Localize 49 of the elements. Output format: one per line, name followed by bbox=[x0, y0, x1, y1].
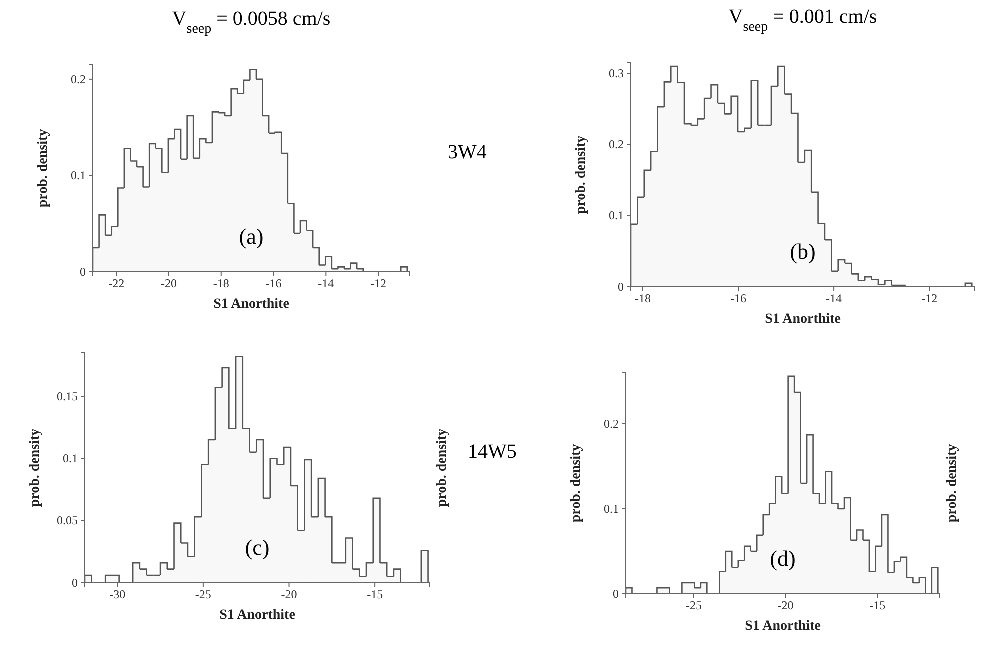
annotation: (d) bbox=[770, 546, 796, 571]
y2-axis-title: prob. density bbox=[945, 444, 960, 523]
x-tick-label: -16 bbox=[266, 276, 282, 291]
text: 14W5 bbox=[468, 441, 517, 463]
x-tick-label: -18 bbox=[634, 292, 651, 306]
y-tick-label: 0 bbox=[80, 264, 86, 279]
x-tick-label: -20 bbox=[281, 588, 298, 602]
y-axis-title: prob. density bbox=[569, 444, 584, 523]
x-tick-label: -20 bbox=[778, 598, 794, 613]
x-axis-title: S1 Anorthite bbox=[745, 619, 821, 634]
y-axis-title: prob. density bbox=[36, 129, 51, 208]
y-tick-label: 0.05 bbox=[57, 514, 78, 528]
x-tick-label: -15 bbox=[870, 598, 886, 613]
annotation: (c) bbox=[245, 535, 270, 560]
x-tick-label: -25 bbox=[686, 598, 702, 613]
x-tick-label: -18 bbox=[213, 276, 230, 291]
x-tick-label: -14 bbox=[318, 276, 334, 291]
x-tick-label: -20 bbox=[160, 276, 177, 291]
x-tick-label: -15 bbox=[367, 588, 384, 602]
x-tick-label: -22 bbox=[108, 276, 125, 291]
x-tick-label: -12 bbox=[922, 292, 938, 306]
y-tick-label: 0 bbox=[72, 576, 78, 590]
y-tick-label: 0.3 bbox=[609, 66, 624, 81]
x-axis-title: S1 Anorthite bbox=[220, 608, 296, 623]
x-tick-label: -30 bbox=[110, 588, 126, 602]
y-tick-label: 0.1 bbox=[71, 168, 86, 183]
x-tick-label: -16 bbox=[730, 292, 746, 306]
chart-title: V$_{seep}$ = 0.001 cm/s bbox=[728, 6, 878, 34]
y-tick-label: 0.1 bbox=[609, 208, 624, 223]
y2-axis-title: prob. density bbox=[435, 428, 450, 508]
annotation: (b) bbox=[790, 239, 816, 264]
y-tick-label: 0.15 bbox=[57, 389, 78, 404]
y-tick-label: 0.2 bbox=[604, 416, 619, 431]
x-axis-title: S1 Anorthite bbox=[214, 297, 290, 312]
x-tick-label: -12 bbox=[370, 276, 387, 291]
x-tick-label: -14 bbox=[826, 292, 842, 306]
y-tick-label: 0.1 bbox=[604, 502, 619, 516]
y-tick-label: 0.1 bbox=[63, 452, 78, 466]
y-tick-label: 0.2 bbox=[71, 72, 86, 86]
y-axis-title: prob. density bbox=[574, 136, 589, 214]
y-tick-label: 0.2 bbox=[609, 138, 624, 152]
annotation: (a) bbox=[239, 224, 264, 249]
x-axis-title: S1 Anorthite bbox=[765, 312, 841, 327]
x-tick-label: -25 bbox=[195, 588, 212, 602]
chart-title: V$_{seep}$ = 0.0058 cm/s bbox=[172, 8, 331, 36]
y-tick-label: 0 bbox=[613, 586, 619, 601]
y-tick-label: 0 bbox=[618, 280, 624, 294]
text: 3W4 bbox=[448, 142, 487, 164]
y-axis-title: prob. density bbox=[28, 428, 43, 508]
